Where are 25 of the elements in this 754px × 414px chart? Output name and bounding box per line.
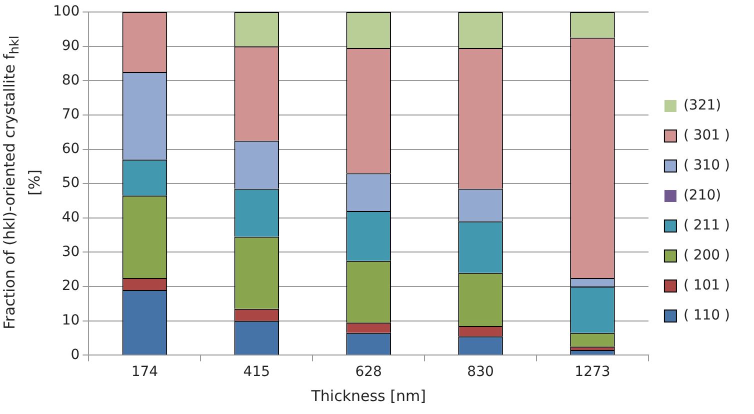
x-axis-title: Thickness [nm] <box>310 386 426 405</box>
y-tick-label: 30 <box>62 244 80 260</box>
x-tick-label: 1273 <box>574 364 610 380</box>
legend-label: ( 200 ) <box>683 248 730 264</box>
y-tick-label: 10 <box>62 312 80 329</box>
y-tick-label: 40 <box>62 210 80 226</box>
y-tick-label: 0 <box>70 346 80 363</box>
legend-label: ( 110 ) <box>683 308 730 324</box>
y-tick-label: 100 <box>52 4 80 20</box>
y-tick-label: 20 <box>62 278 80 294</box>
legend-label: ( 310 ) <box>683 158 730 174</box>
legend-label: ( 101 ) <box>683 278 730 294</box>
legend-label: ( 211 ) <box>683 218 730 234</box>
y-tick-label: 70 <box>62 106 80 123</box>
y-tick-label: 80 <box>62 72 80 88</box>
x-tick-label: 628 <box>355 364 382 380</box>
x-tick-label: 830 <box>467 364 494 380</box>
x-tick-label: 415 <box>243 364 270 380</box>
legend-label: (210) <box>683 188 722 204</box>
legend-label: (321) <box>683 98 722 114</box>
y-tick-label: 60 <box>62 140 80 157</box>
legend-label: ( 301 ) <box>683 128 730 144</box>
x-tick-label: 174 <box>131 364 158 380</box>
y-tick-label: 90 <box>62 38 80 54</box>
y-tick-label: 50 <box>62 175 80 192</box>
